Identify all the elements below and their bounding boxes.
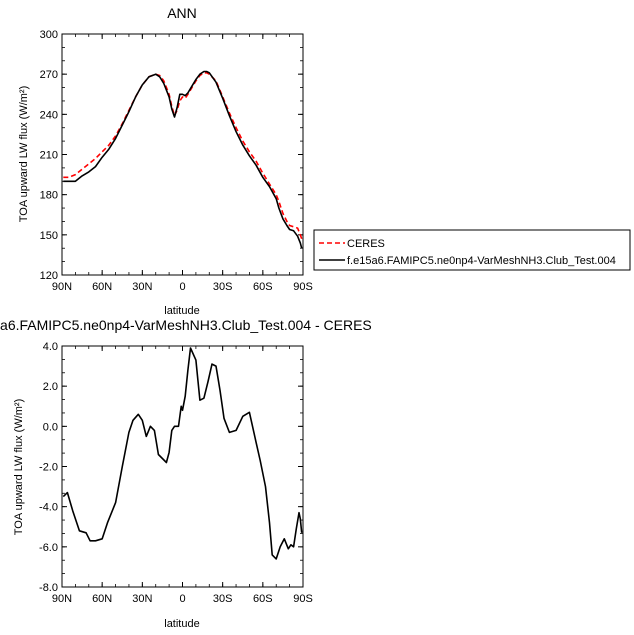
chart-bottom-title: 5a6.FAMIPC5.ne0np4-VarMeshNH3.Club_Test.… (0, 317, 372, 333)
x-tick-label: 60S (253, 281, 273, 293)
x-tick-label: 90S (293, 593, 313, 605)
chart-bottom-grid-ticks (61, 345, 304, 588)
x-tick-label: 30S (213, 593, 233, 605)
y-tick-label: 0.0 (43, 421, 58, 433)
legend-box (313, 229, 631, 271)
chart-top-x-axis-label: latitude (164, 305, 199, 317)
y-tick-label: 300 (40, 29, 58, 41)
chart-bottom-x-tick-labels: 90N 60N 30N 0 30S 60S 90S (52, 593, 313, 605)
y-tick-label: 120 (40, 270, 58, 282)
legend-label-model: f.e15a6.FAMIPC5.ne0np4-VarMeshNH3.Club_T… (347, 255, 616, 267)
y-tick-label: 2.0 (43, 381, 58, 393)
chart-top: ANN 120 150 180 210 240 270 300 90N 60N 30N 0 30S 6… (18, 5, 631, 317)
chart-bottom-x-axis-label: latitude (164, 618, 199, 630)
chart-top-y-axis-label: TOA upward LW flux (W/m²) (18, 86, 30, 223)
y-tick-label: -6.0 (39, 542, 58, 554)
chart-top-grid-ticks (61, 33, 304, 276)
series-line-difference (62, 347, 303, 560)
y-tick-label: 240 (40, 109, 58, 121)
x-tick-label: 30S (213, 281, 233, 293)
series-line-ceres (63, 72, 303, 240)
x-tick-label: 30N (132, 281, 152, 293)
chart-bottom-frame (61, 345, 304, 588)
chart-bottom-y-axis-label: TOA upward LW flux (W/m²) (13, 399, 25, 536)
chart-top-legend: CERES f.e15a6.FAMIPC5.ne0np4-VarMeshNH3.… (313, 229, 631, 271)
x-tick-label: 60N (92, 593, 112, 605)
chart-bottom-plot-area (62, 347, 303, 560)
series-line-model (63, 70, 303, 249)
x-tick-label: 60N (92, 281, 112, 293)
x-tick-label: 0 (179, 281, 185, 293)
y-tick-label: -8.0 (39, 582, 58, 594)
chart-top-x-tick-labels: 90N 60N 30N 0 30S 60S 90S (52, 281, 313, 293)
x-tick-label: 90N (52, 593, 72, 605)
x-tick-label: 90N (52, 281, 72, 293)
y-tick-label: 150 (40, 230, 58, 242)
x-tick-label: 30N (132, 593, 152, 605)
y-tick-label: -4.0 (39, 502, 58, 514)
chart-top-frame (61, 33, 304, 276)
legend-label-ceres: CERES (347, 238, 385, 250)
x-tick-label: 90S (293, 281, 313, 293)
y-tick-label: 270 (40, 69, 58, 81)
chart-top-y-tick-labels: 120 150 180 210 240 270 300 (40, 29, 58, 282)
chart-bottom: 5a6.FAMIPC5.ne0np4-VarMeshNH3.Club_Test.… (0, 317, 372, 630)
y-tick-label: 210 (40, 150, 58, 162)
x-tick-label: 60S (253, 593, 273, 605)
y-tick-label: 180 (40, 190, 58, 202)
chart-top-plot-area (63, 70, 303, 249)
x-tick-label: 0 (179, 593, 185, 605)
y-tick-label: -2.0 (39, 462, 58, 474)
chart-top-title: ANN (167, 5, 197, 21)
chart-bottom-y-tick-labels: -8.0 -6.0 -4.0 -2.0 0.0 2.0 4.0 (39, 341, 58, 594)
y-tick-label: 4.0 (43, 341, 58, 353)
